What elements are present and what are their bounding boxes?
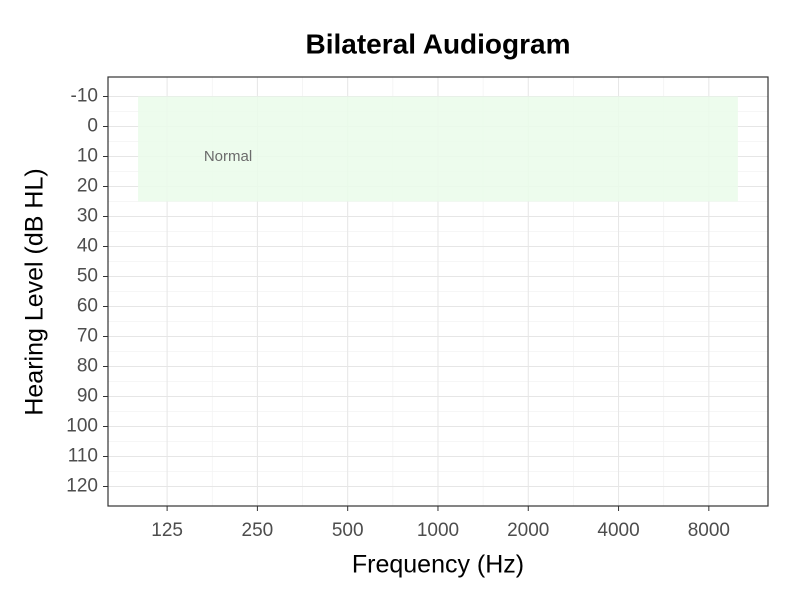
y-tick-label: 80 <box>77 356 98 377</box>
x-tick-label: 125 <box>151 520 183 541</box>
region <box>138 96 738 202</box>
y-tick-label: 120 <box>66 476 98 497</box>
y-tick-label: 100 <box>66 416 98 437</box>
y-tick-label: 60 <box>77 296 98 317</box>
x-tick-label: 2000 <box>507 520 549 541</box>
region-label: Normal <box>204 148 252 165</box>
y-tick-label: 110 <box>68 446 98 467</box>
y-tick-label: 50 <box>77 266 98 287</box>
y-tick-label: 40 <box>77 236 98 257</box>
y-tick-label: 0 <box>87 116 98 137</box>
y-axis-title: Hearing Level (dB HL) <box>21 168 49 415</box>
y-tick-label: 20 <box>77 176 98 197</box>
x-tick-label: 1000 <box>417 520 459 541</box>
y-tick-label: 90 <box>77 386 98 407</box>
x-tick-label: 4000 <box>597 520 639 541</box>
x-tick-label: 500 <box>332 520 364 541</box>
y-tick-label: 10 <box>77 146 98 167</box>
x-tick-label: 250 <box>242 520 274 541</box>
y-tick-label: -10 <box>71 86 98 107</box>
chart-title: Bilateral Audiogram <box>305 28 570 59</box>
y-tick-label: 70 <box>77 326 98 347</box>
panel-border <box>107 76 769 507</box>
x-tick-label: 8000 <box>688 520 730 541</box>
y-tick-label: 30 <box>77 206 98 227</box>
x-axis-title: Frequency (Hz) <box>352 551 524 579</box>
